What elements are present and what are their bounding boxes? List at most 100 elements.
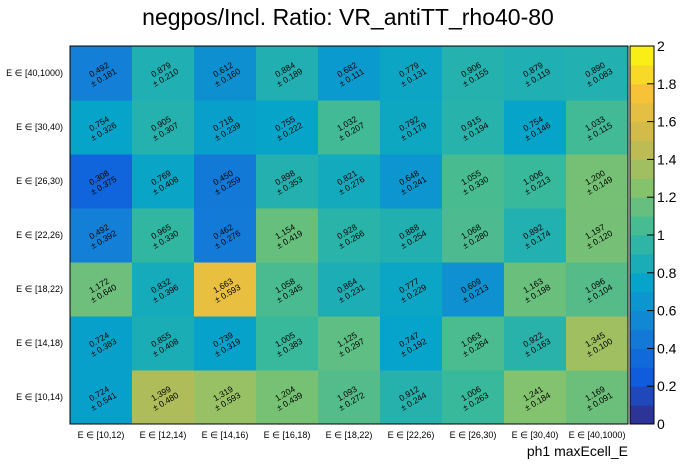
heatmap-cell	[256, 370, 319, 425]
heatmap-cell	[566, 316, 629, 371]
color-scale-tick-labels: 0 0.2 0.4 0.6 0.8 1 1.2 1.4 1.6 1.8 2	[647, 38, 677, 432]
y-tick-label: E ∈ [30,40)	[16, 122, 63, 132]
color-scale-segment	[630, 235, 654, 255]
heatmap-cell	[256, 46, 319, 101]
x-tick-label: E ∈ [40,1000)	[569, 430, 626, 440]
y-tick-label: E ∈ [40,1000)	[6, 68, 63, 78]
heatmap-cell	[380, 100, 443, 155]
heatmap-cell	[566, 370, 629, 425]
heatmap-cell	[442, 316, 505, 371]
x-tick-label: E ∈ [30,40)	[512, 430, 559, 440]
y-tick-label: E ∈ [14,18)	[16, 338, 63, 348]
color-scale-tick-label: 0.8	[657, 265, 677, 281]
heatmap-cell	[442, 154, 505, 209]
y-tick-label: E ∈ [26,30)	[16, 176, 63, 186]
heatmap-cell	[380, 262, 443, 317]
heatmap-cell	[504, 262, 567, 317]
heatmap-cell	[504, 46, 567, 101]
heatmap-cell	[194, 100, 257, 155]
y-axis-tick-labels: E ∈ [10,14) E ∈ [14,18) E ∈ [18,22) E ∈ [22…	[6, 68, 63, 402]
heatmap-cell	[318, 262, 381, 317]
color-scale-segment	[630, 178, 654, 198]
heatmap-cell	[442, 262, 505, 317]
color-scale-segment	[630, 102, 654, 123]
color-scale-segment	[630, 405, 654, 425]
color-scale-segment	[630, 386, 654, 406]
color-scale-segment	[630, 83, 654, 104]
color-scale-tick-label: 0.6	[657, 303, 677, 319]
heatmap-cell	[70, 208, 133, 263]
heatmap-cell	[442, 46, 505, 101]
heatmap-cells	[70, 46, 629, 425]
heatmap-cell	[194, 370, 257, 425]
heatmap-cell	[256, 316, 319, 371]
heatmap-cell	[380, 316, 443, 371]
color-scale-segment	[630, 291, 654, 312]
heatmap-cell	[380, 370, 443, 425]
heatmap-cell	[132, 154, 195, 209]
color-scale-segment	[630, 253, 654, 274]
color-scale-segment	[630, 64, 654, 85]
x-tick-label: E ∈ [14,16)	[202, 430, 249, 440]
heatmap-cell	[318, 100, 381, 155]
heatmap-cell	[566, 100, 629, 155]
color-scale-segment	[630, 216, 654, 236]
heatmap-cell	[256, 154, 319, 209]
heatmap-cell	[318, 46, 381, 101]
color-scale-bar	[629, 45, 655, 425]
color-scale-tick-label: 1.2	[657, 189, 677, 205]
color-scale-segment	[630, 367, 654, 387]
heatmap-cell	[132, 316, 195, 371]
heatmap-cell	[194, 316, 257, 371]
heatmap-cell	[566, 208, 629, 263]
heatmap-cell	[566, 262, 629, 317]
heatmap-cell	[132, 100, 195, 155]
color-scale-segment	[630, 329, 654, 349]
heatmap-cell	[70, 46, 133, 101]
heatmap-cell	[318, 370, 381, 425]
x-axis-title: ph1 maxEcell_E	[527, 443, 628, 459]
chart-title: negpos/Incl. Ratio: VR_antiTT_rho40-80	[142, 4, 554, 30]
heatmap-cell	[132, 370, 195, 425]
color-scale-tick-label: 1.8	[657, 76, 677, 92]
heatmap-cell	[318, 208, 381, 263]
heatmap-cell	[256, 208, 319, 263]
color-scale-tick-label: 0.4	[657, 340, 677, 356]
heatmap-cell	[194, 208, 257, 263]
heatmap-cell	[442, 100, 505, 155]
heatmap-cell	[132, 208, 195, 263]
plot-frame	[69, 45, 629, 425]
x-tick-label: E ∈ [16,18)	[264, 430, 311, 440]
heatmap-cell	[504, 100, 567, 155]
heatmap-cell	[194, 46, 257, 101]
color-scale-tick-label: 1.6	[657, 114, 677, 130]
color-scale-segment	[630, 121, 654, 141]
heatmap-cell	[318, 316, 381, 371]
color-scale-tick-label: 0	[657, 416, 665, 432]
color-scale-tick-label: 1.4	[657, 151, 677, 167]
y-tick-label: E ∈ [18,22)	[16, 284, 63, 294]
heatmap-cell	[194, 262, 257, 317]
color-scale-segment	[630, 272, 654, 293]
heatmap-cell	[70, 100, 133, 155]
heatmap-cell	[504, 370, 567, 425]
color-scale-tick-label: 2	[657, 38, 665, 54]
heatmap-cell	[504, 316, 567, 371]
heatmap-cell	[70, 154, 133, 209]
x-tick-label: E ∈ [12,14)	[140, 430, 187, 440]
color-scale-segment	[630, 310, 654, 330]
heatmap-cell	[132, 262, 195, 317]
x-tick-label: E ∈ [18,22)	[326, 430, 373, 440]
x-axis-tick-labels: E ∈ [10,12) E ∈ [12,14) E ∈ [14,16) E ∈ [16…	[78, 430, 626, 440]
heatmap-cell	[442, 208, 505, 263]
heatmap-cell	[566, 154, 629, 209]
x-tick-label: E ∈ [22,26)	[388, 430, 435, 440]
x-tick-label: E ∈ [10,12)	[78, 430, 125, 440]
color-scale-segment	[630, 348, 654, 368]
color-scale-segment	[630, 46, 654, 66]
y-tick-label: E ∈ [10,14)	[16, 392, 63, 402]
heatmap-cell	[380, 154, 443, 209]
heatmap-cell	[70, 316, 133, 371]
heatmap-cell	[318, 154, 381, 209]
heatmap-cell	[194, 154, 257, 209]
